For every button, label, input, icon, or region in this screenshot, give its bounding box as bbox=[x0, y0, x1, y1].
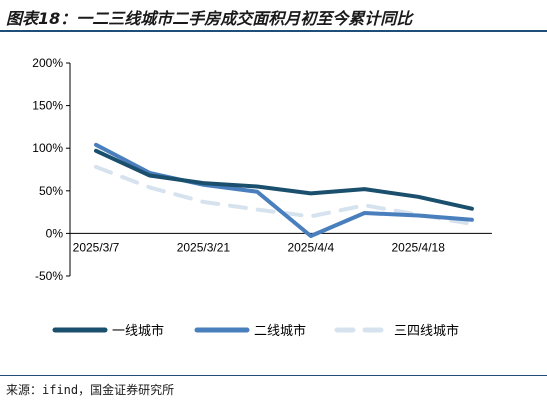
legend-label-1: 一线城市 bbox=[112, 323, 164, 339]
source-divider bbox=[0, 375, 547, 376]
y-tick-label: 150% bbox=[32, 99, 63, 113]
source-note: 来源：ifind，国金证券研究所 bbox=[6, 383, 175, 397]
y-tick-label: -50% bbox=[35, 269, 63, 283]
y-tick-label: 50% bbox=[39, 184, 63, 198]
title-bar: 图表18：一二三线城市二手房成交面积月初至今累计同比 bbox=[0, 0, 547, 32]
x-tick-label: 2025/4/18 bbox=[392, 240, 446, 254]
line-chart: -50% 0% 50% 100% 150% 200% 2025/3/7 2025/3/21 20… bbox=[32, 56, 492, 339]
series-line-1 bbox=[94, 148, 474, 211]
legend-label-3: 三四线城市 bbox=[394, 323, 459, 339]
x-tick-label: 2025/3/7 bbox=[73, 240, 120, 254]
y-tick-label: 0% bbox=[46, 226, 64, 240]
y-tick-label: 200% bbox=[32, 56, 63, 70]
x-tick-label: 2025/3/21 bbox=[177, 240, 231, 254]
y-tick-label: 100% bbox=[32, 141, 63, 155]
chart-series bbox=[94, 142, 474, 238]
title-divider bbox=[0, 30, 547, 32]
chart-legend: 一线城市 二线城市 三四线城市 bbox=[52, 323, 459, 339]
chart-axes: -50% 0% 50% 100% 150% 200% 2025/3/7 2025/3/21 20… bbox=[32, 56, 492, 283]
legend-label-2: 二线城市 bbox=[254, 323, 306, 339]
chart-title: 图表18：一二三线城市二手房成交面积月初至今累计同比 bbox=[6, 9, 413, 28]
x-tick-label: 2025/4/4 bbox=[287, 240, 334, 254]
